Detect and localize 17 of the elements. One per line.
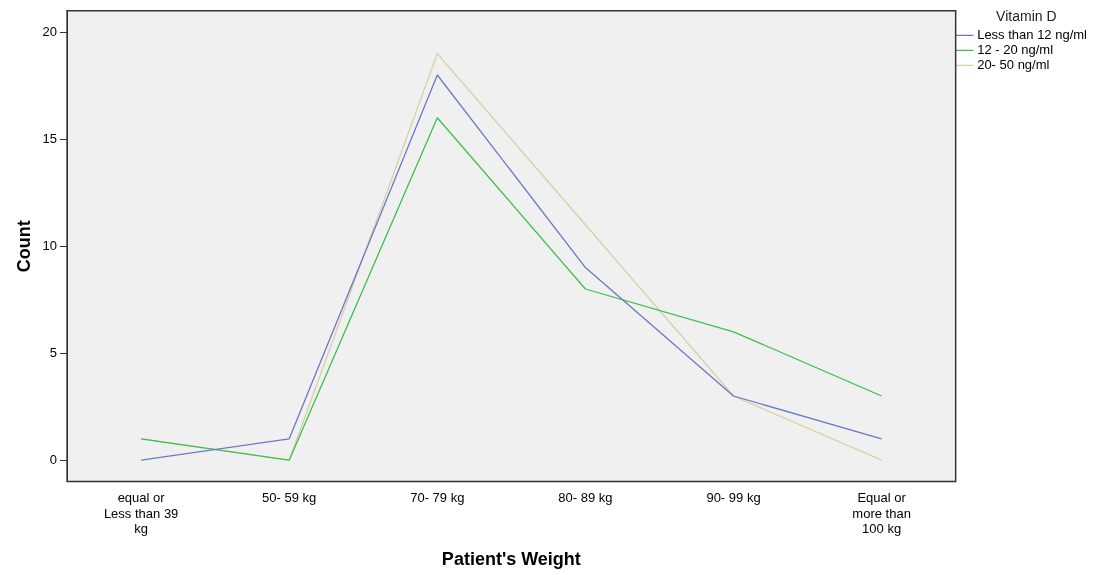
x-tick-label: 80- 89 kg [558, 489, 613, 505]
legend-label: Less than 12 ng/ml [977, 26, 1088, 42]
x-tick-label: Equal or more than 100 kg [852, 489, 911, 537]
x-tick-label: equal or Less than 39 kg [103, 489, 179, 537]
legend-label: 12 - 20 ng/ml [977, 41, 1054, 57]
legend-title: Vitamin D [996, 7, 1057, 24]
y-axis-title: Count [13, 220, 34, 273]
y-tick-label: 20 [42, 23, 58, 39]
x-tick-label: 70- 79 kg [410, 489, 465, 505]
x-axis-title: Patient's Weight [441, 549, 581, 570]
y-tick-label: 0 [49, 451, 58, 467]
legend-label: 20- 50 ng/ml [977, 56, 1050, 72]
y-tick-label: 10 [42, 237, 58, 253]
x-tick-label: 50- 59 kg [262, 489, 317, 505]
y-tick-label: 15 [42, 130, 58, 146]
y-tick-label: 5 [49, 344, 58, 360]
x-tick-label: 90- 99 kg [706, 489, 761, 505]
